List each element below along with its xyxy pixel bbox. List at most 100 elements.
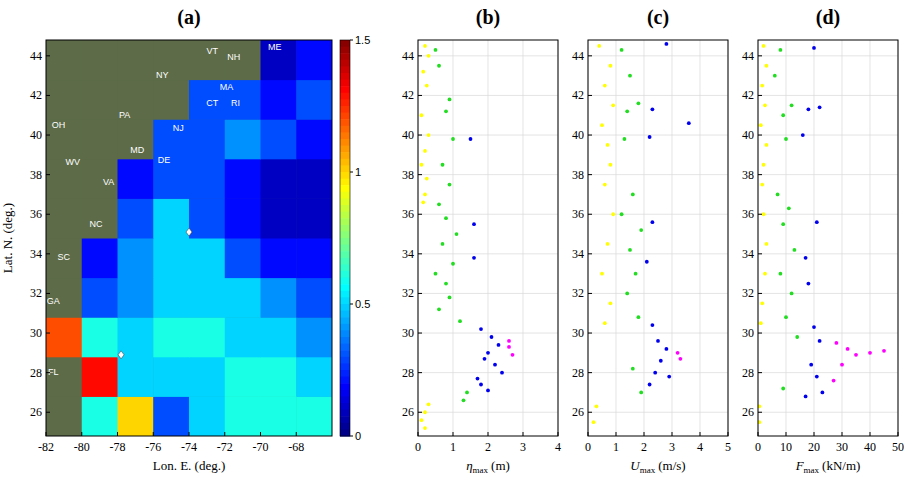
colorbar-tick [350,436,353,437]
point [639,228,643,232]
point [620,212,624,216]
tick-label: 40 [402,128,414,142]
land-cell [82,159,118,199]
point [625,109,629,113]
point [765,242,769,246]
point [804,256,808,260]
point [801,133,805,137]
plot-area [758,40,898,436]
point [486,351,490,355]
heat-cell [296,119,332,159]
colorbar-step [340,363,350,370]
grid-line [418,293,558,294]
point [653,371,657,375]
colorbar-step [340,113,350,120]
colorbar-step [340,119,350,126]
tick [558,432,559,436]
point [779,48,783,52]
tick-label: 1 [613,440,619,454]
tick-label: 30 [402,326,414,340]
point [665,42,669,46]
point [784,315,788,319]
tick-label: 38 [742,168,754,182]
colorbar-step [340,337,350,344]
colorbar-step [340,423,350,430]
colorbar-step [340,297,350,304]
tick [588,293,592,294]
colorbar-step [340,383,350,390]
tick-label: 36 [30,207,42,221]
grid-line [700,40,701,436]
plot-area [588,40,728,436]
heat-cell [225,198,261,238]
land-cell [118,40,154,80]
colorbar-step [340,324,350,331]
point [760,84,764,88]
tick [814,432,815,436]
colorbar-step [340,291,350,298]
tick-label: 32 [742,286,754,300]
axis-title-unit: (kN/m) [822,458,860,473]
heat-cell [82,396,118,436]
grid-line [418,333,558,334]
colorbar-label: 0 [355,430,361,442]
tick-label: 32 [572,286,584,300]
point [804,395,808,399]
tick-label: 34 [402,247,414,261]
tick-label: 40 [864,440,876,454]
tick [644,432,645,436]
grid-line [758,55,898,56]
colorbar-step [340,396,350,403]
point [497,343,501,347]
tick-label: 28 [402,366,414,380]
colorbar-step [340,429,350,436]
point [472,222,476,226]
point [637,315,641,319]
state-label: NH [227,52,240,62]
marker [186,228,192,236]
colorbar-step [340,344,350,351]
state-label: NJ [173,123,184,133]
colorbar-step [340,212,350,219]
heat-cell [225,357,261,397]
colorbar-step [340,317,350,324]
tick [758,333,762,334]
tick-label: 4 [697,440,703,454]
axis-title: Umax(m/s) [630,458,685,475]
point [423,410,427,414]
point [763,272,767,276]
tick-label: 36 [402,207,414,221]
tick-label: -72 [217,440,233,454]
axis-title: Fmax(kN/m) [795,458,861,475]
axis-title-unit: (m/s) [658,458,685,473]
point [592,420,596,424]
tick [758,135,762,136]
point [427,402,431,406]
tick [758,55,762,56]
grid-line [758,372,898,373]
colorbar-step [340,245,350,252]
heat-cell [118,278,154,318]
tick [616,432,617,436]
points [420,44,515,430]
tick-label: 40 [742,128,754,142]
land-cell [46,357,82,397]
tick-label: -80 [74,440,90,454]
point [444,282,448,286]
colorbar-step [340,53,350,60]
tick-label: 2 [641,440,647,454]
point [840,363,844,367]
panel-title: (a) [177,6,200,29]
point [423,149,427,153]
point [854,353,858,357]
point [637,101,641,105]
tick [418,412,422,413]
point [784,137,788,141]
land-cell [82,80,118,120]
colorbar-step [340,403,350,410]
tick [758,95,762,96]
colorbar-label: 1.5 [355,34,370,46]
point [609,163,613,167]
point [631,193,635,197]
colorbar-step [340,66,350,73]
